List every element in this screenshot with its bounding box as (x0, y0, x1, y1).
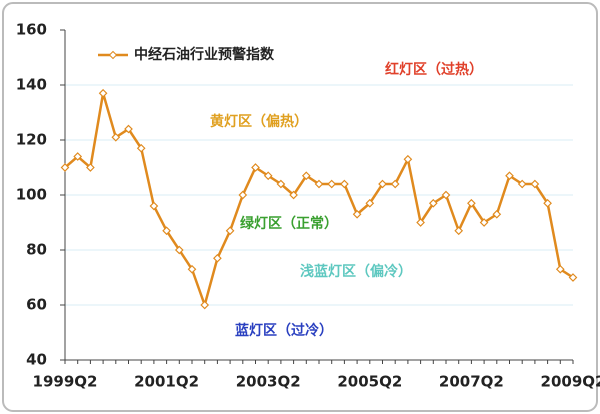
zone-label: 红灯区（过热） (385, 61, 483, 78)
point (454, 226, 464, 236)
x-tick-label: 2001Q2 (134, 373, 199, 391)
y-tick-label: 80 (26, 241, 47, 259)
point (327, 179, 337, 189)
point (352, 209, 362, 219)
point (390, 179, 400, 189)
x-tick-label: 2003Q2 (236, 373, 301, 391)
y-tick-label: 120 (16, 131, 47, 149)
point (238, 190, 248, 200)
zone-label: 绿灯区（正常） (240, 215, 338, 232)
x-tick-label: 1999Q2 (33, 373, 98, 391)
point (98, 88, 108, 98)
y-tick-label: 160 (16, 21, 47, 39)
zone-label: 蓝灯区（过冷） (235, 322, 333, 339)
x-tick-label: 2005Q2 (337, 373, 402, 391)
y-tick-label: 60 (26, 296, 47, 314)
point (200, 300, 210, 310)
point (276, 179, 286, 189)
zone-label: 黄灯区（偏热） (210, 113, 308, 130)
point (555, 264, 565, 274)
point (86, 163, 95, 172)
point (467, 198, 476, 208)
point (568, 273, 578, 282)
point (441, 190, 451, 200)
point (187, 264, 197, 274)
point (301, 171, 311, 181)
point (73, 152, 83, 161)
point (251, 163, 260, 172)
point (111, 132, 121, 142)
point (263, 171, 273, 181)
point (378, 179, 387, 189)
point (517, 179, 527, 189)
point (289, 190, 298, 200)
point (505, 171, 514, 181)
y-tick-label: 100 (16, 186, 47, 204)
point (479, 218, 489, 227)
point (403, 154, 413, 164)
point (136, 143, 146, 153)
x-tick-label: 2009Q2 (541, 373, 600, 391)
point (492, 209, 502, 219)
point (225, 226, 235, 236)
point (162, 226, 171, 236)
point (149, 201, 159, 211)
zone-label: 浅蓝灯区（偏冷） (300, 263, 412, 280)
point (213, 253, 222, 263)
x-tick-label: 2007Q2 (439, 373, 504, 391)
legend-label: 中经石油行业预警指数 (134, 46, 275, 63)
point (530, 179, 540, 189)
y-tick-label: 140 (16, 76, 47, 94)
point (543, 198, 552, 208)
point (428, 198, 438, 208)
point (314, 179, 324, 189)
point (416, 218, 425, 227)
point (124, 124, 133, 134)
point (60, 163, 70, 172)
point (365, 198, 375, 208)
y-tick-label: 40 (26, 351, 47, 369)
legend-marker (108, 50, 118, 60)
point (174, 245, 184, 255)
point (340, 179, 349, 189)
